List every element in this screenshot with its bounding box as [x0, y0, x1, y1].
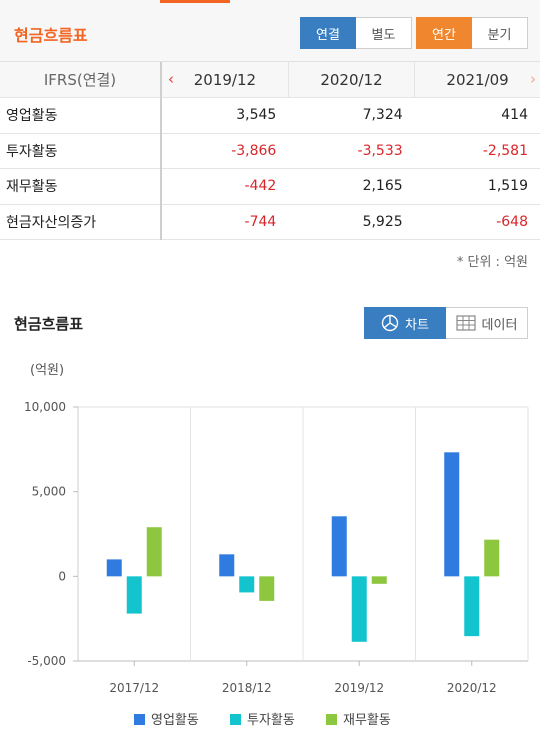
row-label: 재무활동: [0, 168, 162, 205]
y-tick-label: 0: [58, 569, 66, 583]
column-header: ‹ 2019/12: [160, 62, 289, 98]
view-toggle: 차트 데이터: [364, 307, 528, 339]
table-cell: -442: [161, 168, 289, 205]
quarterly-button[interactable]: 분기: [472, 17, 528, 49]
y-tick-label: 10,000: [24, 400, 66, 414]
table-cell: -2,581: [414, 133, 540, 169]
consolidated-button[interactable]: 연결: [300, 17, 356, 49]
legend-swatch: [134, 714, 145, 725]
pie-chart-icon: [381, 314, 399, 332]
bar: [106, 559, 122, 577]
x-tick-label: 2019/12: [334, 681, 384, 695]
table-cell: 3,545: [161, 97, 289, 134]
table-cell: -648: [414, 204, 540, 240]
active-tab-indicator: [160, 0, 230, 3]
column-header: 2020/12: [287, 62, 415, 98]
consolidation-toggle: 연결 별도: [300, 17, 412, 49]
row-label: 현금자산의증가: [0, 204, 162, 240]
table-header-row: IFRS(연결) ‹ 2019/12 2020/12 2021/09 ›: [0, 62, 540, 98]
bar: [259, 576, 275, 601]
y-tick-label: 5,000: [32, 485, 66, 499]
y-unit-label: (억원): [30, 363, 64, 378]
annual-button[interactable]: 연간: [416, 17, 472, 49]
bar: [351, 576, 367, 642]
bar: [239, 576, 255, 593]
bar-chart: (억원) -5,000 0 5,000 10,000 2017/12 2018/12 2019…: [24, 363, 529, 728]
legend-swatch: [326, 714, 337, 725]
legend-label: 영업활동: [151, 713, 199, 728]
cashflow-chart: (억원) -5,000 0 5,000 10,000 2017/12 2018/12 2019…: [0, 350, 540, 743]
table-cell: 7,324: [288, 97, 415, 134]
separate-button[interactable]: 별도: [356, 17, 412, 49]
x-tick-label: 2018/12: [222, 681, 272, 695]
table-row: 영업활동 3,545 7,324 414: [0, 97, 540, 134]
table-cell: -744: [161, 204, 289, 240]
x-tick-label: 2017/12: [109, 681, 159, 695]
cashflow-table: IFRS(연결) ‹ 2019/12 2020/12 2021/09 › 영업활…: [0, 62, 540, 240]
column-label: 2021/09: [446, 70, 509, 89]
bar: [444, 452, 460, 577]
bar: [219, 554, 235, 577]
corner-label: IFRS(연결): [43, 71, 117, 89]
table-cell: -3,866: [161, 133, 289, 169]
table-cell: 414: [414, 97, 540, 134]
bar: [146, 527, 162, 577]
y-tick-label: -5,000: [27, 654, 66, 668]
table-corner-header: IFRS(연결): [0, 62, 162, 98]
bar: [484, 539, 500, 577]
next-arrow-icon[interactable]: ›: [530, 70, 536, 88]
legend-swatch: [230, 714, 241, 725]
table-cell: 5,925: [288, 204, 415, 240]
chart-view-button[interactable]: 차트: [364, 307, 446, 339]
header-bar: 현금흐름표 연결 별도 연간 분기: [0, 0, 540, 62]
column-label: 2019/12: [193, 70, 257, 89]
bar: [464, 576, 480, 637]
table-cell: 1,519: [414, 168, 540, 205]
table-row: 재무활동 -442 2,165 1,519: [0, 168, 540, 205]
table-cell: -3,533: [288, 133, 415, 169]
bar: [371, 576, 387, 584]
data-view-button[interactable]: 데이터: [446, 307, 528, 339]
bar: [126, 576, 142, 614]
table-grid-icon: [455, 315, 476, 331]
row-label: 투자활동: [0, 133, 162, 169]
previous-arrow-icon[interactable]: ‹: [168, 70, 174, 88]
data-view-label: 데이터: [481, 317, 518, 333]
legend-label: 재무활동: [343, 713, 391, 728]
chart-view-label: 차트: [405, 317, 429, 333]
page-title: 현금흐름표: [14, 26, 88, 45]
table-cell: 2,165: [288, 168, 415, 205]
column-label: 2020/12: [320, 70, 383, 89]
x-tick-label: 2020/12: [447, 681, 497, 695]
row-label: 영업활동: [0, 97, 162, 134]
bar: [331, 516, 347, 577]
period-toggle: 연간 분기: [416, 17, 528, 49]
unit-note: * 단위 : 억원: [456, 255, 528, 270]
legend-label: 투자활동: [247, 713, 295, 728]
table-row: 투자활동 -3,866 -3,533 -2,581: [0, 133, 540, 169]
chart-section-title: 현금흐름표: [14, 315, 84, 333]
column-header: 2021/09 ›: [414, 62, 540, 98]
table-row: 현금자산의증가 -744 5,925 -648: [0, 204, 540, 240]
